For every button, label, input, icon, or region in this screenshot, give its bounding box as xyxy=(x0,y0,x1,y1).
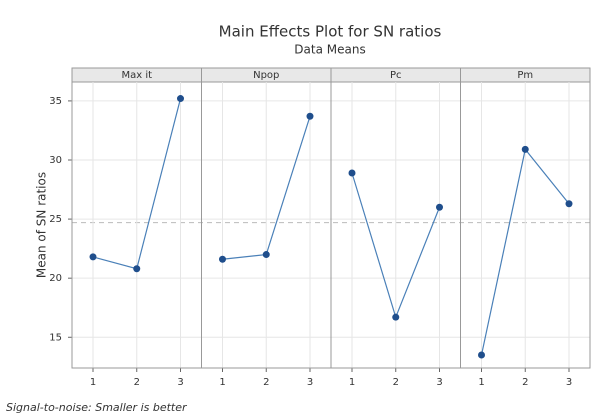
point xyxy=(521,145,529,153)
y-tick-label: 25 xyxy=(49,214,62,225)
point xyxy=(133,265,141,273)
panel-title: Max it xyxy=(121,70,152,81)
footnote: Signal-to-noise: Smaller is better xyxy=(6,401,188,414)
x-tick-label: 2 xyxy=(263,377,269,388)
point xyxy=(436,203,443,211)
point xyxy=(177,95,184,103)
point xyxy=(219,255,226,263)
y-tick-label: 30 xyxy=(49,155,62,166)
point xyxy=(392,313,400,321)
x-tick-label: 2 xyxy=(134,377,140,388)
panel-title: Npop xyxy=(253,70,279,81)
chart-subtitle: Data Means xyxy=(294,43,365,57)
x-tick-label: 3 xyxy=(177,377,183,388)
x-tick-label: 1 xyxy=(90,377,96,388)
x-tick-label: 1 xyxy=(219,377,225,388)
y-tick-label: 20 xyxy=(49,273,62,284)
y-axis-label: Mean of SN ratios xyxy=(35,172,49,278)
x-tick-label: 3 xyxy=(566,377,572,388)
panel-title: Pc xyxy=(390,70,402,81)
x-tick-label: 2 xyxy=(522,377,528,388)
plot-frame xyxy=(71,67,591,369)
point xyxy=(478,351,485,359)
panel-title: Pm xyxy=(517,70,533,81)
x-tick-label: 1 xyxy=(349,377,355,388)
point xyxy=(306,112,314,120)
point xyxy=(89,253,97,261)
point xyxy=(262,251,270,259)
point xyxy=(348,169,356,177)
x-tick-label: 3 xyxy=(436,377,442,388)
y-tick-label: 15 xyxy=(49,332,62,343)
point xyxy=(565,200,573,208)
y-tick-label: 35 xyxy=(49,96,62,107)
chart-title: Main Effects Plot for SN ratios xyxy=(219,23,442,41)
x-tick-label: 1 xyxy=(478,377,484,388)
x-tick-label: 3 xyxy=(307,377,313,388)
x-tick-label: 2 xyxy=(393,377,399,388)
